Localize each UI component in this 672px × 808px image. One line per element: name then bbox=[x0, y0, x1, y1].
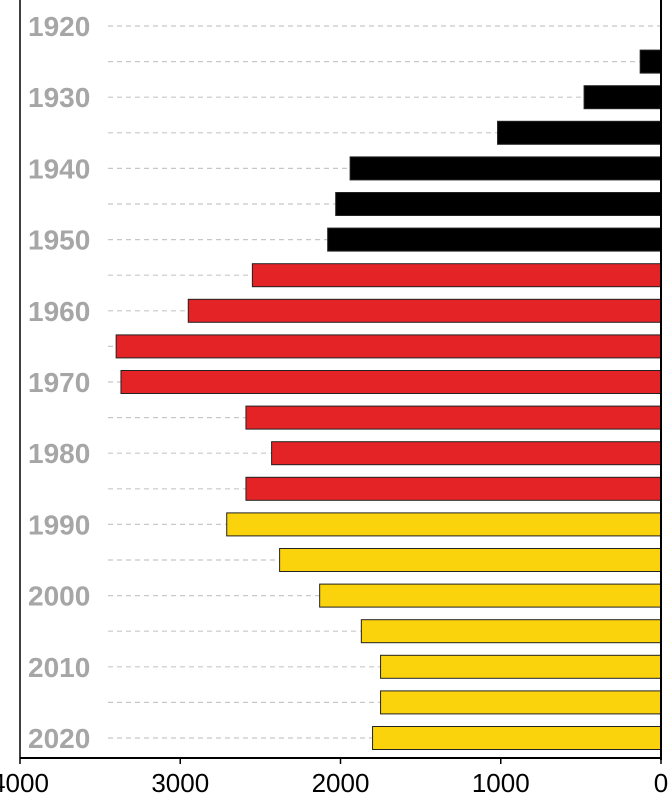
bar-1925 bbox=[639, 49, 662, 74]
bar-1955 bbox=[251, 263, 662, 288]
y-tick-label: 1960 bbox=[28, 296, 90, 327]
x-tick-label: 1000 bbox=[472, 768, 530, 798]
bars bbox=[115, 49, 662, 750]
bar-2000 bbox=[319, 583, 662, 608]
y-tick-label: 1990 bbox=[28, 509, 90, 540]
bar-1940 bbox=[349, 156, 662, 181]
bar-1960 bbox=[187, 298, 662, 323]
y-tick-label: 2000 bbox=[28, 581, 90, 612]
x-tick-label: 3000 bbox=[151, 768, 209, 798]
bar-1995 bbox=[279, 548, 662, 572]
bar-1945 bbox=[335, 192, 662, 216]
y-tick-label: 1950 bbox=[28, 225, 90, 256]
bar-1950 bbox=[327, 227, 662, 252]
y-tick-label: 1940 bbox=[28, 153, 90, 184]
bar-1980 bbox=[271, 441, 662, 466]
bar-1990 bbox=[226, 512, 662, 537]
y-tick-label: 1920 bbox=[28, 11, 90, 42]
bar-1965 bbox=[115, 334, 662, 359]
bar-2020 bbox=[372, 726, 662, 750]
x-tick-label: 4000 bbox=[0, 768, 49, 798]
bar-1935 bbox=[497, 120, 662, 145]
y-tick-label: 1970 bbox=[28, 367, 90, 398]
bar-1975 bbox=[245, 405, 662, 430]
bar-2015 bbox=[380, 690, 662, 715]
x-tick-labels: 4000 3000 2000 1000 0 bbox=[0, 758, 668, 798]
bar-1970 bbox=[120, 370, 662, 394]
bar-1930 bbox=[583, 85, 662, 110]
y-tick-labels: 1920 1930 1940 1950 1960 1970 1980 1990 2000 2010… bbox=[28, 11, 90, 754]
bar-2010 bbox=[380, 654, 662, 679]
y-tick-label: 2020 bbox=[28, 723, 90, 754]
bar-1985 bbox=[245, 476, 662, 501]
y-tick-label: 1930 bbox=[28, 82, 90, 113]
x-tick-label: 0 bbox=[654, 768, 668, 798]
y-tick-label: 2010 bbox=[28, 652, 90, 683]
x-tick-label: 2000 bbox=[312, 768, 370, 798]
y-tick-label: 1980 bbox=[28, 438, 90, 469]
bar-2005 bbox=[360, 619, 662, 644]
